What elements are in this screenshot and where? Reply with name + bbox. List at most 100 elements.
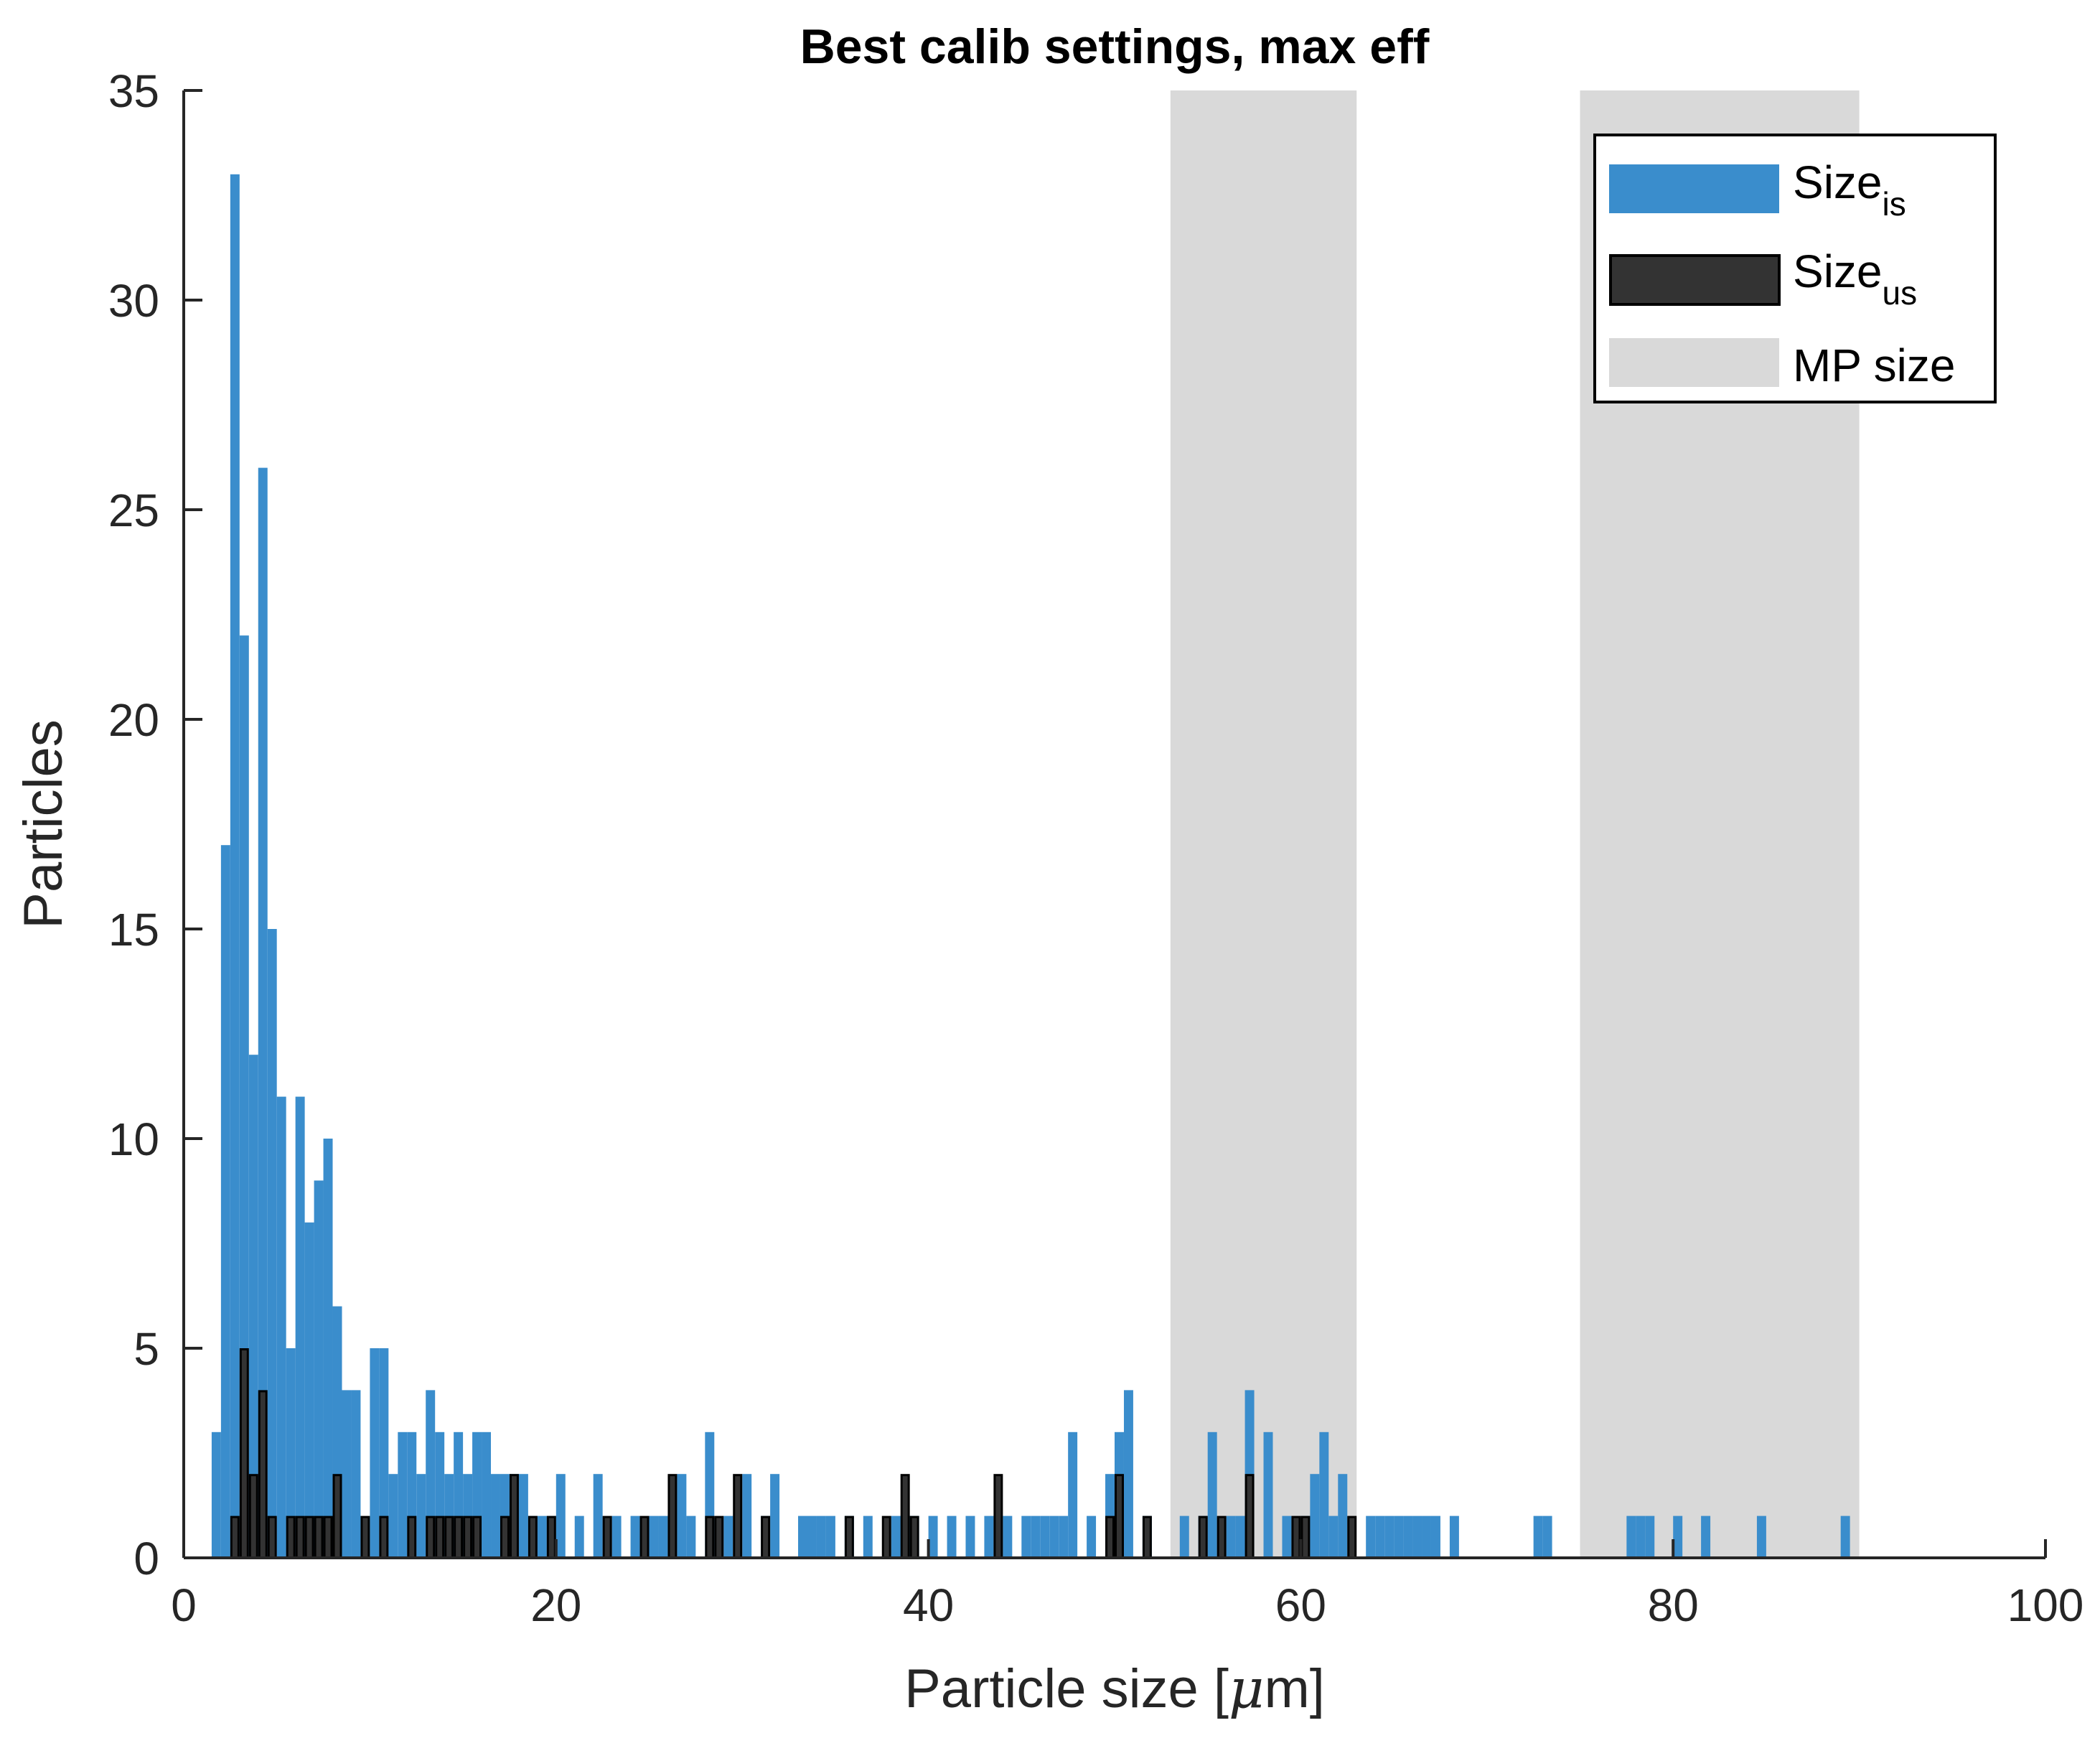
y-axis-label: Particles xyxy=(13,719,74,928)
x-tick-label: 20 xyxy=(530,1579,581,1631)
y-tick-label: 15 xyxy=(108,904,159,956)
bar-size-is xyxy=(220,845,230,1558)
bar-size-us xyxy=(286,1516,296,1559)
bar-size-is xyxy=(825,1516,835,1558)
bar-size-is xyxy=(267,929,277,1558)
bar-size-is xyxy=(1422,1516,1431,1558)
y-tick-label: 0 xyxy=(133,1533,159,1584)
bar-size-us xyxy=(761,1516,771,1559)
bar-size-is xyxy=(947,1516,957,1558)
bar-size-is xyxy=(295,1096,305,1558)
bar-size-us xyxy=(314,1516,324,1559)
bar-size-is xyxy=(518,1474,528,1558)
x-tick-label: 100 xyxy=(2007,1579,2084,1631)
x-axis-label-main: Particle size [ xyxy=(904,1658,1229,1719)
bar-size-is xyxy=(1282,1516,1292,1558)
bar-size-is xyxy=(1263,1432,1273,1558)
bar-size-us xyxy=(248,1474,258,1559)
y-ticks: 0 5 10 15 20 25 30 35 xyxy=(108,65,202,1584)
bar-size-is xyxy=(258,467,268,1558)
bar-size-us xyxy=(714,1516,724,1559)
bar-size-is xyxy=(770,1474,780,1558)
legend-swatch-mp-size xyxy=(1609,338,1779,387)
bar-size-is xyxy=(1226,1516,1236,1558)
legend-label-size-is-main: Size xyxy=(1793,157,1883,208)
bar-size-is xyxy=(1021,1516,1031,1558)
bar-size-us xyxy=(705,1516,715,1559)
y-tick-label: 20 xyxy=(108,694,159,746)
bar-size-is xyxy=(276,1096,286,1558)
bar-size-us xyxy=(909,1516,919,1559)
legend-label-mp-size: MP size xyxy=(1793,340,1955,391)
bar-size-is xyxy=(1384,1516,1394,1558)
bar-size-is xyxy=(1636,1516,1646,1558)
bar-size-us xyxy=(379,1516,389,1559)
bar-size-is xyxy=(611,1516,622,1558)
bar-size-is xyxy=(351,1390,361,1558)
bar-size-is xyxy=(1328,1516,1339,1558)
legend-label-size-is: Sizeis xyxy=(1793,157,1906,223)
bar-size-us xyxy=(667,1474,678,1559)
legend-label-size-is-sub: is xyxy=(1883,185,1906,223)
bar-size-is xyxy=(379,1348,389,1558)
legend-swatch-size-us xyxy=(1609,254,1781,306)
bar-size-us xyxy=(435,1516,445,1559)
x-axis-label-rest: m] xyxy=(1264,1658,1324,1719)
bar-size-is xyxy=(807,1516,817,1558)
bar-size-is xyxy=(928,1516,938,1558)
bar-size-us xyxy=(267,1516,277,1559)
bar-size-us xyxy=(1142,1516,1152,1559)
bar-size-us xyxy=(360,1516,370,1559)
bar-size-is xyxy=(677,1474,687,1558)
bar-size-is xyxy=(1840,1516,1850,1558)
bar-size-is xyxy=(211,1432,221,1558)
bar-size-us xyxy=(844,1516,854,1559)
bar-size-is xyxy=(686,1516,696,1558)
bar-size-us xyxy=(1115,1474,1124,1559)
bar-size-is xyxy=(1533,1516,1543,1558)
y-tick-label: 10 xyxy=(108,1113,159,1165)
bar-size-us xyxy=(509,1474,519,1559)
legend-swatch-size-is xyxy=(1609,164,1779,213)
bar-size-is xyxy=(1040,1516,1050,1558)
bar-size-is xyxy=(248,1055,258,1558)
bar-size-is xyxy=(574,1516,584,1558)
bar-size-us xyxy=(500,1516,510,1559)
bar-size-us xyxy=(881,1516,891,1559)
bar-size-us xyxy=(258,1390,268,1559)
bar-size-us xyxy=(304,1516,314,1559)
bar-size-is xyxy=(798,1516,807,1558)
bar-size-is xyxy=(863,1516,873,1558)
bar-size-us xyxy=(444,1516,454,1559)
bar-size-us xyxy=(1347,1516,1357,1559)
legend-label-size-us-sub: us xyxy=(1883,274,1918,312)
x-tick-label: 0 xyxy=(171,1579,197,1631)
x-ticks: 0 20 40 60 80 100 xyxy=(171,1539,2083,1631)
bar-size-is xyxy=(965,1516,975,1558)
bar-size-us xyxy=(332,1474,342,1559)
bar-size-is xyxy=(1059,1516,1069,1558)
bar-size-is xyxy=(1319,1432,1329,1558)
bar-size-is xyxy=(398,1432,408,1558)
x-tick-label: 80 xyxy=(1648,1579,1699,1631)
bar-size-us xyxy=(993,1474,1003,1559)
bar-size-us xyxy=(546,1516,556,1559)
x-tick-label: 60 xyxy=(1275,1579,1326,1631)
bar-size-us xyxy=(1105,1516,1115,1559)
bar-size-is xyxy=(491,1474,500,1558)
bar-size-is xyxy=(230,174,240,1558)
bar-size-us xyxy=(900,1474,910,1559)
bar-size-is xyxy=(416,1474,426,1558)
bar-size-is xyxy=(1003,1516,1013,1558)
y-tick-label: 30 xyxy=(108,275,159,327)
bar-size-is xyxy=(556,1474,566,1558)
bar-size-is xyxy=(1701,1516,1711,1558)
bar-size-us xyxy=(528,1516,538,1559)
y-tick-label: 5 xyxy=(133,1323,159,1375)
bar-size-us xyxy=(239,1348,249,1559)
bar-size-is xyxy=(1626,1516,1636,1558)
bar-size-is xyxy=(891,1516,901,1558)
bar-size-us xyxy=(1244,1474,1255,1559)
bar-size-is xyxy=(816,1516,826,1558)
legend: Sizeis Size us MP size xyxy=(1593,134,1997,403)
